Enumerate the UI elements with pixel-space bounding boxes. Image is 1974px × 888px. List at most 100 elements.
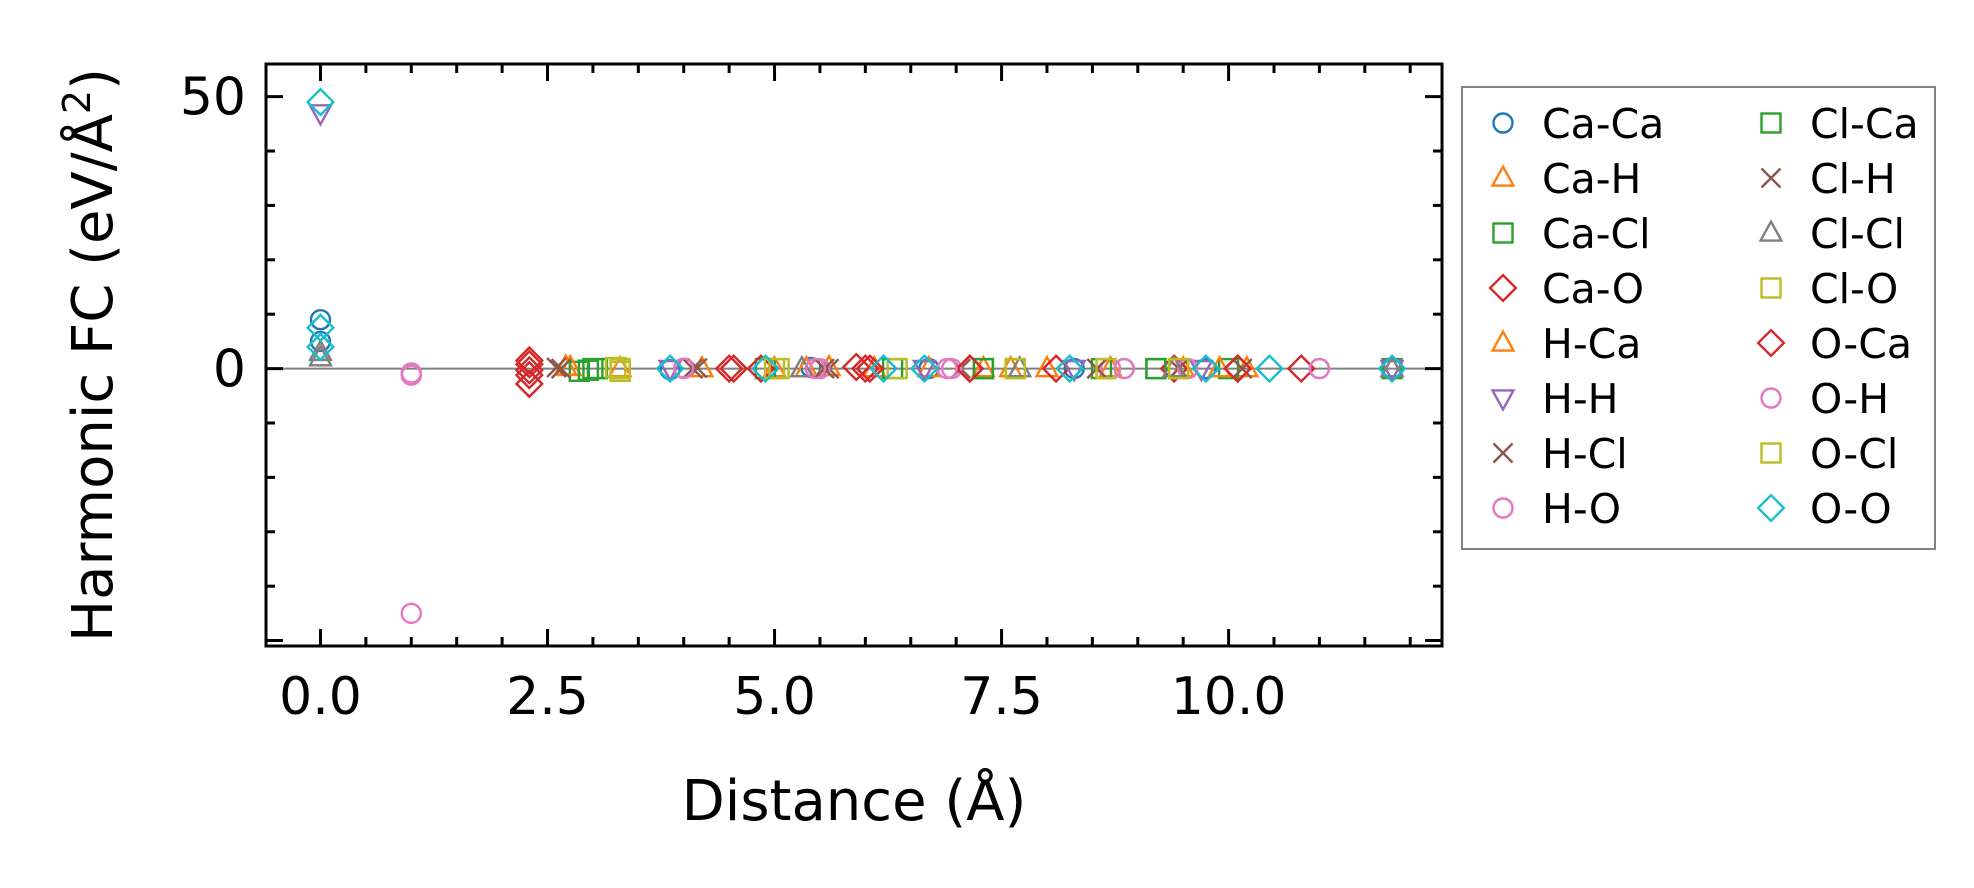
legend-marker	[1760, 442, 1782, 464]
data-point	[1055, 354, 1085, 384]
legend-item: Ca-Cl	[1492, 210, 1651, 258]
data-points	[305, 87, 1407, 625]
data-point	[1207, 354, 1232, 378]
data-point	[309, 308, 332, 331]
legend-label: H-O	[1542, 485, 1621, 533]
legend-frame	[1461, 86, 1936, 550]
legend-item: H-Ca	[1490, 320, 1641, 368]
legend-item: Ca-O	[1488, 265, 1644, 313]
data-point	[1231, 358, 1253, 379]
legend-label: H-Ca	[1542, 320, 1641, 368]
data-point	[546, 357, 567, 378]
legend-marker	[1760, 112, 1782, 134]
data-point	[1308, 357, 1331, 380]
legend-marker	[1490, 164, 1516, 187]
data-point	[868, 354, 899, 384]
data-point	[886, 357, 908, 380]
data-point	[305, 87, 336, 117]
legend-marker	[1760, 167, 1782, 189]
tick-labels: 0.0 2.5 5.0 7.5 10.0 0 50	[180, 68, 1287, 727]
data-point	[609, 360, 631, 383]
data-point	[1167, 357, 1190, 380]
legend-marker	[1756, 493, 1786, 523]
legend-label: Cl-Cl	[1810, 210, 1905, 258]
legend-label: Ca-H	[1542, 155, 1641, 203]
legend-item: O-Ca	[1756, 320, 1912, 368]
data-point	[514, 360, 544, 390]
legend-item: O-Cl	[1760, 430, 1898, 478]
data-point	[1254, 354, 1284, 384]
legend-item: Cl-Cl	[1758, 210, 1905, 258]
data-point	[1004, 357, 1026, 380]
data-point	[305, 313, 336, 343]
data-point	[400, 602, 422, 625]
data-point	[1379, 359, 1405, 383]
data-point	[719, 354, 749, 384]
data-point	[550, 358, 572, 379]
data-point	[309, 330, 332, 353]
data-point	[308, 104, 333, 127]
legend-label: Ca-Ca	[1542, 100, 1664, 148]
legend-item: O-H	[1760, 375, 1889, 423]
series-cl-ca	[577, 357, 1167, 381]
legend-label: H-H	[1542, 375, 1618, 423]
legend-item: H-H	[1490, 375, 1618, 423]
x-tick-label: 7.5	[960, 667, 1043, 727]
legend-marker	[1492, 112, 1514, 134]
legend-label: O-Cl	[1810, 430, 1898, 478]
y-axis-label: Harmonic FC (eV/Å2)	[55, 68, 126, 642]
series-o-cl	[604, 356, 1190, 380]
legend-marker	[1760, 277, 1782, 299]
y-axis-label-close: )	[61, 68, 126, 90]
y-axis-label-exponent: 2	[55, 90, 99, 114]
legend-item: Cl-Ca	[1760, 100, 1919, 148]
legend-marker	[1488, 273, 1518, 303]
legend-label: H-Cl	[1542, 430, 1628, 478]
legend-item: Ca-Ca	[1492, 100, 1664, 148]
data-point	[305, 332, 336, 362]
data-point	[911, 359, 937, 383]
legend-item: O-O	[1756, 485, 1892, 533]
data-point	[714, 354, 744, 384]
legend: Ca-Ca Ca-H Ca-Cl Ca-O H-Ca H-H H-Cl H-O Cl-Ca Cl-…	[1488, 100, 1919, 533]
legend-label: Ca-O	[1542, 265, 1644, 313]
data-point	[514, 355, 544, 385]
legend-label: O-H	[1810, 375, 1889, 423]
legend-marker	[1758, 219, 1784, 242]
data-point	[855, 354, 885, 384]
y-tick-label: 50	[180, 68, 246, 128]
data-point	[955, 354, 985, 384]
data-point	[1379, 354, 1405, 378]
data-point	[1145, 357, 1167, 380]
legend-label: Cl-H	[1810, 155, 1896, 203]
series-h-h	[308, 104, 1405, 383]
data-point	[1377, 354, 1407, 384]
y-tick-label: 0	[213, 340, 246, 400]
y-axis-label-main: Harmonic FC (eV/Å	[60, 114, 126, 642]
legend-label: O-O	[1810, 485, 1892, 533]
series-o-ca	[514, 349, 1253, 390]
legend-marker	[1756, 328, 1786, 358]
data-point	[400, 362, 422, 384]
legend-label: O-Ca	[1810, 320, 1912, 368]
legend-label: Cl-O	[1810, 265, 1898, 313]
data-point	[970, 354, 996, 378]
data-point	[655, 354, 685, 384]
legend-item: Ca-H	[1490, 155, 1641, 203]
x-tick-label: 2.5	[506, 667, 589, 727]
legend-marker	[1490, 329, 1516, 352]
legend-label: Ca-Cl	[1542, 210, 1651, 258]
legend-item: H-Cl	[1492, 430, 1628, 478]
data-point	[604, 356, 627, 379]
data-point	[972, 357, 995, 380]
data-point	[514, 349, 544, 379]
data-point	[841, 352, 871, 382]
data-point	[750, 354, 780, 384]
x-axis-label: Distance (Å)	[682, 768, 1027, 834]
data-point	[673, 357, 695, 379]
data-point	[1223, 354, 1253, 384]
data-point	[514, 345, 544, 375]
data-point	[1191, 354, 1221, 384]
legend-item: Cl-H	[1760, 155, 1896, 203]
